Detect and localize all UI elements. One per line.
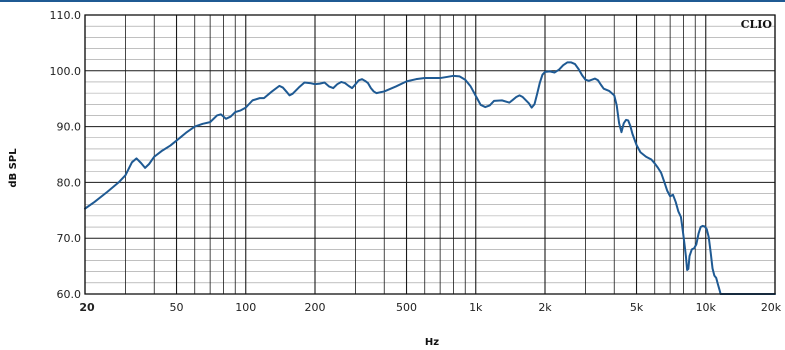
y-tick-label-80.0: 80.0 bbox=[57, 176, 82, 189]
y-tick-labels: 60.0 70.0 80.0 90.0 100.0 110.0 bbox=[50, 9, 82, 301]
x-tick-label-2k: 2k bbox=[538, 301, 552, 314]
plot-frame bbox=[84, 14, 776, 295]
x-axis-title: Hz bbox=[425, 337, 439, 348]
x-tick-label-500: 500 bbox=[396, 301, 417, 314]
top-border-line bbox=[0, 0, 785, 2]
minor-grid bbox=[85, 15, 775, 294]
y-tick-label-100.0: 100.0 bbox=[50, 65, 82, 78]
y-tick-label-90.0: 90.0 bbox=[57, 121, 82, 134]
x-tick-label-1k: 1k bbox=[469, 301, 483, 314]
x-tick-label-10k: 10k bbox=[696, 301, 717, 314]
plot-background bbox=[85, 15, 775, 294]
y-axis-title: dB SPL bbox=[8, 148, 19, 188]
x-tick-label-5k: 5k bbox=[630, 301, 644, 314]
y-tick-label-70.0: 70.0 bbox=[57, 232, 82, 245]
x-tick-label-50: 50 bbox=[170, 301, 184, 314]
y-tick-label-110.0: 110.0 bbox=[50, 9, 82, 22]
x-tick-labels: 20 50 100 200 500 1k 2k 5k 10k 20k bbox=[79, 301, 781, 314]
response-curve bbox=[84, 61, 776, 295]
x-tick-label-100: 100 bbox=[235, 301, 256, 314]
x-tick-label-20k: 20k bbox=[761, 301, 782, 314]
x-tick-label-20: 20 bbox=[79, 301, 95, 314]
x-tick-label-200: 200 bbox=[305, 301, 326, 314]
clio-brand-label: CLIO bbox=[741, 18, 773, 31]
y-tick-label-60.0: 60.0 bbox=[57, 288, 82, 301]
